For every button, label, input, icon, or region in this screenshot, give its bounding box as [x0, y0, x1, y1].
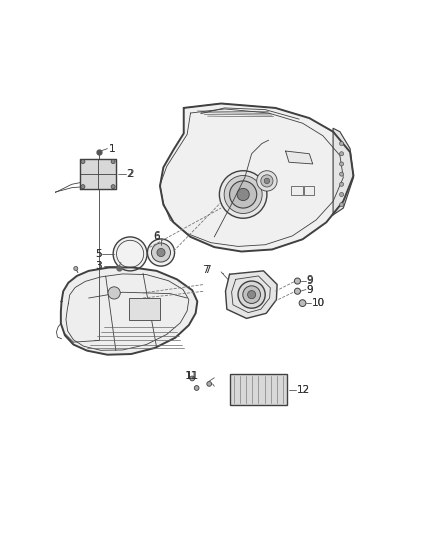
Circle shape [113, 237, 147, 271]
Text: 12: 12 [297, 385, 310, 394]
Circle shape [237, 188, 249, 200]
Text: 9: 9 [307, 276, 313, 286]
Text: 3: 3 [95, 262, 102, 271]
Circle shape [111, 159, 115, 164]
Polygon shape [160, 103, 353, 252]
Circle shape [224, 175, 262, 214]
Polygon shape [333, 128, 353, 215]
Text: 5: 5 [95, 249, 102, 259]
Text: 2: 2 [127, 169, 133, 179]
Text: 6: 6 [153, 231, 160, 241]
Circle shape [339, 152, 344, 156]
Circle shape [299, 300, 306, 306]
Text: 2: 2 [127, 169, 134, 179]
Text: 9: 9 [307, 285, 313, 295]
Text: 5: 5 [95, 249, 102, 259]
Circle shape [219, 171, 267, 218]
Circle shape [49, 190, 54, 195]
Circle shape [264, 178, 270, 184]
Text: 11: 11 [185, 371, 199, 381]
Text: 7: 7 [204, 265, 211, 275]
Polygon shape [286, 151, 313, 164]
Circle shape [81, 184, 85, 189]
Circle shape [152, 243, 170, 262]
Circle shape [339, 182, 344, 187]
FancyBboxPatch shape [230, 374, 287, 405]
Circle shape [49, 190, 54, 195]
Circle shape [339, 162, 344, 166]
Circle shape [339, 142, 344, 146]
Circle shape [108, 287, 120, 299]
Circle shape [339, 172, 344, 176]
Circle shape [81, 159, 85, 164]
Circle shape [238, 281, 265, 308]
Circle shape [247, 290, 256, 298]
Circle shape [294, 288, 300, 294]
Circle shape [194, 385, 199, 390]
Circle shape [294, 278, 300, 284]
Bar [130, 298, 160, 320]
Text: 7: 7 [202, 265, 209, 275]
Circle shape [261, 175, 273, 187]
Text: 1: 1 [108, 144, 115, 154]
Text: 9: 9 [307, 285, 313, 295]
Circle shape [157, 248, 165, 256]
Circle shape [243, 286, 261, 303]
Text: 9: 9 [307, 275, 313, 285]
Circle shape [257, 171, 277, 191]
Circle shape [148, 239, 175, 266]
Circle shape [74, 266, 78, 271]
Circle shape [339, 203, 344, 207]
Polygon shape [61, 268, 197, 354]
Text: 6: 6 [153, 232, 160, 242]
Text: 1: 1 [108, 144, 115, 154]
Text: 10: 10 [312, 298, 325, 308]
Text: 10: 10 [312, 298, 325, 308]
Text: 3: 3 [95, 262, 102, 271]
Circle shape [190, 376, 194, 381]
Circle shape [230, 181, 257, 208]
Circle shape [111, 184, 115, 189]
Circle shape [207, 382, 212, 386]
Polygon shape [80, 159, 116, 189]
Text: 11: 11 [185, 371, 198, 381]
Circle shape [339, 192, 344, 197]
Bar [304, 185, 314, 195]
Text: 12: 12 [297, 385, 310, 394]
Polygon shape [226, 271, 277, 318]
Bar [291, 185, 303, 195]
